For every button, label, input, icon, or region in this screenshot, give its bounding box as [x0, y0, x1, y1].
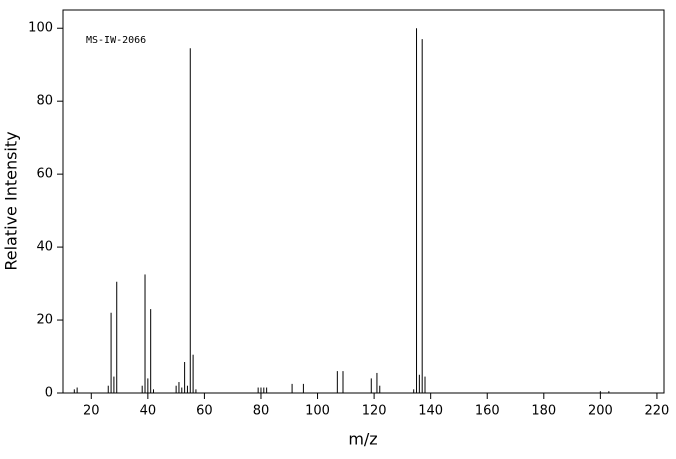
y-tick-label: 80 — [36, 94, 53, 109]
x-axis-label: m/z — [348, 430, 377, 449]
y-tick-label: 100 — [28, 21, 53, 36]
y-tick-label: 60 — [36, 167, 53, 182]
y-tick-label: 20 — [36, 313, 53, 328]
x-tick-label: 20 — [83, 404, 100, 419]
y-axis-label: Relative Intensity — [2, 131, 21, 270]
x-tick-label: 120 — [362, 404, 387, 419]
annotation: MS-IW-2066 — [86, 35, 146, 46]
x-tick-label: 140 — [418, 404, 443, 419]
x-tick-label: 60 — [196, 404, 213, 419]
x-tick-label: 80 — [253, 404, 270, 419]
y-tick-label: 40 — [36, 240, 53, 255]
x-tick-label: 220 — [645, 404, 670, 419]
x-tick-label: 200 — [588, 404, 613, 419]
y-tick-label: 0 — [45, 386, 53, 401]
x-tick-label: 180 — [531, 404, 556, 419]
x-tick-label: 160 — [475, 404, 500, 419]
x-tick-label: 40 — [140, 404, 157, 419]
plot-frame — [62, 9, 665, 394]
x-tick-label: 100 — [305, 404, 330, 419]
